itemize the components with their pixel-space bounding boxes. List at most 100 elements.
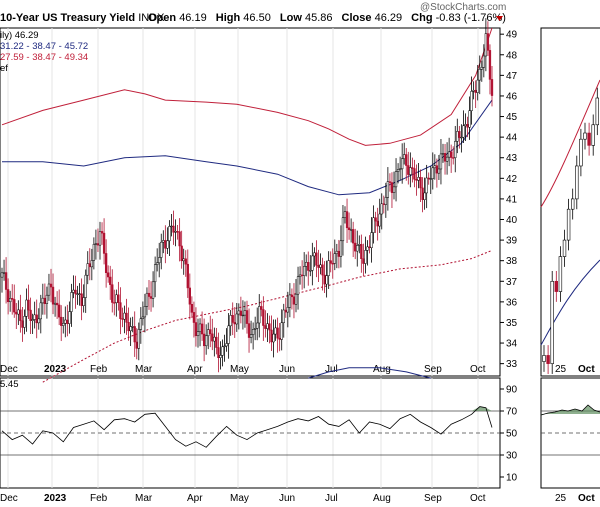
candle-body [390,182,394,193]
candle-body [237,310,240,315]
candle-body [207,329,210,337]
candle-body [100,231,104,234]
candle-body [245,310,249,324]
price-y-tick-label: 41 [506,194,518,205]
candle-body [470,91,473,111]
zoom-candle-body [554,280,559,292]
candle-body [347,227,351,231]
candle-body [423,192,426,200]
zoom-candle-body [583,132,587,140]
candle-body [329,260,332,264]
candle-body [82,297,85,306]
candle-body [25,299,28,317]
price-x-label: 2023 [44,364,67,375]
rsi-label: 5.45 [0,379,19,390]
candle-body [274,327,277,335]
candle-body [294,293,298,305]
candle-body [182,258,185,262]
candle-body [272,333,275,343]
candle-body [486,33,490,51]
candle-body [135,341,138,349]
candle-body [111,284,114,303]
candle-body [288,294,292,308]
candle-body [292,296,296,305]
candle-body [102,232,106,254]
candle-body [184,258,187,265]
candle-body [356,245,359,252]
zoom-candle-body [562,239,567,257]
candle-body [311,255,314,271]
rsi-y-tick-label: 50 [506,429,518,440]
chart-title: 10-Year US Treasury Yield INDX [0,12,165,24]
candle-body [88,263,91,268]
legend-line-2: 31.22 - 38.47 - 45.72 [0,41,88,52]
candle-body [194,322,198,337]
candle-body [143,306,147,318]
rsi-y-tick-label: 10 [506,473,518,484]
price-y-tick-label: 34 [506,339,518,350]
price-x-label: Jul [325,364,338,375]
candle-body [396,169,400,172]
candle-body [305,262,308,267]
candle-body [476,79,479,93]
candle-body [98,231,102,246]
candle-body [370,232,373,248]
candle-body [115,294,118,303]
candle-body [23,316,26,328]
candle-body [37,318,40,324]
price-y-tick-label: 36 [506,297,518,308]
candle-body [217,347,220,358]
candle-body [172,225,175,233]
candle-body [41,297,44,304]
candle-body [70,292,73,312]
candle-body [431,167,434,179]
candle-body [368,246,371,248]
candle-body [221,346,224,356]
candle-body [188,287,191,305]
candle-body [13,299,16,313]
candle-body [282,309,285,324]
candle-body [229,315,232,327]
candle-body [180,245,183,262]
candle-body [349,229,353,231]
candle-body [435,165,439,174]
candle-body [256,322,259,329]
candle-body [178,231,181,247]
rsi-x-label: Jul [325,493,338,504]
candle-body [441,153,445,155]
candle-body [364,250,367,264]
rsi-y-tick-label: 70 [506,407,518,418]
candle-body [211,333,214,342]
candle-body [313,252,316,257]
candle-body [460,136,463,139]
price-x-label: Oct [470,364,486,375]
candle-body [168,226,171,242]
candle-body [223,345,226,348]
price-y-tick-label: 45 [506,112,518,123]
candle-body [280,322,283,340]
candle-body [47,283,51,296]
candle-body [345,211,349,229]
candle-body [31,319,34,321]
candle-body [231,315,234,323]
price-x-label: Mar [135,364,153,375]
candle-body [151,281,155,299]
zoom-candle-body [566,208,571,241]
candle-body [11,298,14,300]
candle-body [421,187,424,200]
zoom-rsi-line [540,404,600,416]
candle-body [247,323,251,338]
candle-body [29,309,32,321]
candle-body [235,313,238,325]
price-y-tick-label: 35 [506,318,518,329]
candle-body [427,177,430,180]
candle-body [417,177,420,181]
price-panel-frame [0,27,501,377]
legend-line-4: ef [0,63,8,74]
candle-body [321,264,324,276]
candle-body [333,253,336,264]
rsi-y-tick-label: 90 [506,385,518,396]
ohlc-readout: Open 46.19 High 46.50 Low 45.86 Close 46… [148,12,506,24]
candle-body [319,264,322,268]
candle-body [109,276,112,285]
